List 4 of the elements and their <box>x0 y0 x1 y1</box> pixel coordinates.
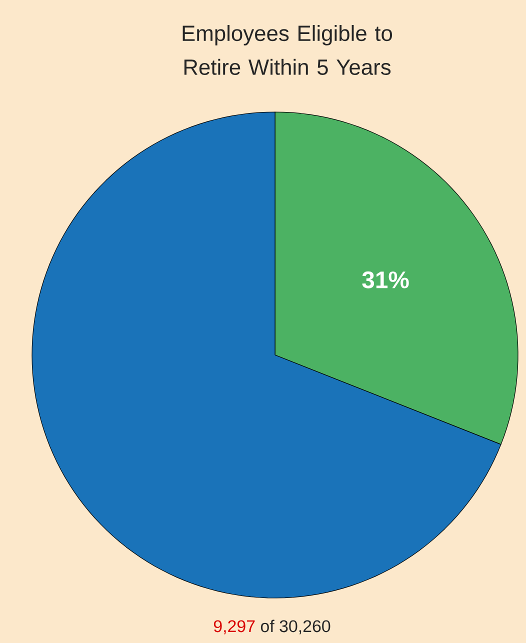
data-label: 31% <box>362 271 409 288</box>
text: of 30,260 <box>260 620 330 634</box>
text: 9,297 <box>214 620 255 634</box>
chart-title: Employees Eligible to Retire Within 5 Years <box>182 24 392 75</box>
